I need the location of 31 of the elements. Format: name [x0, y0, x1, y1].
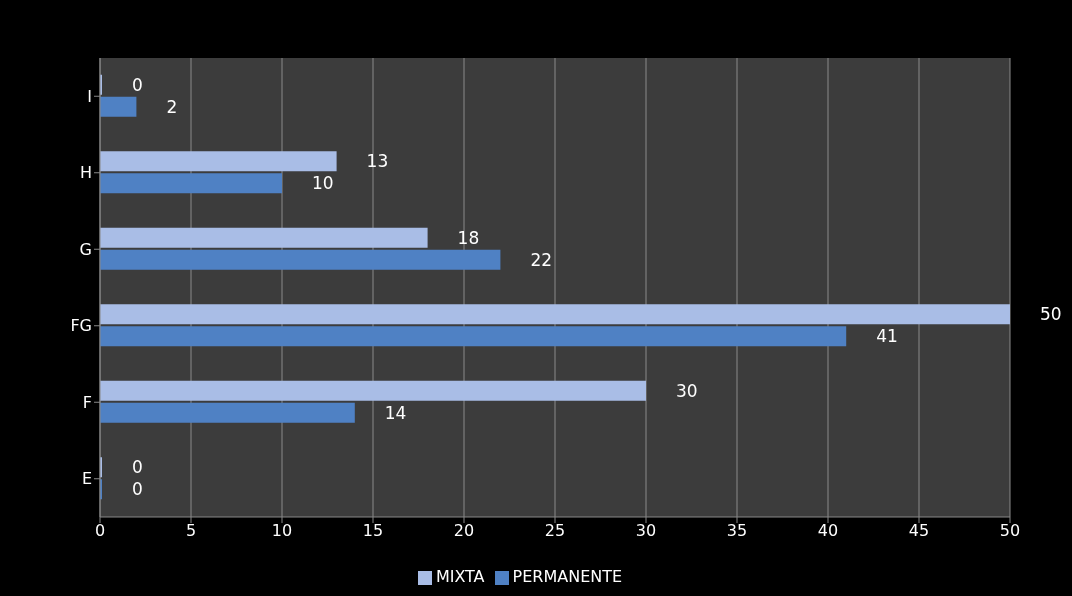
- x-tick-label: 10: [271, 521, 293, 541]
- x-tick-label: 45: [908, 521, 930, 541]
- legend-label: PERMANENTE: [512, 567, 623, 586]
- data-label: 0: [132, 479, 143, 500]
- y-tick-label: FG: [70, 316, 92, 336]
- data-label: 13: [366, 151, 389, 172]
- data-label: 0: [132, 74, 143, 95]
- data-label: 30: [676, 380, 698, 401]
- y-tick-label: G: [79, 239, 92, 259]
- data-label: 50: [1040, 304, 1062, 325]
- x-tick-label: 30: [635, 521, 657, 541]
- data-label: 14: [384, 402, 407, 423]
- x-tick-label: 5: [185, 521, 197, 541]
- data-label: 10: [312, 173, 334, 194]
- data-label: 41: [876, 326, 898, 347]
- x-tick-label: 40: [817, 521, 839, 541]
- x-tick-label: 50: [999, 521, 1021, 541]
- legend-label: MIXTA: [435, 567, 485, 586]
- data-label: 18: [457, 227, 480, 248]
- x-tick-label: 25: [544, 521, 566, 541]
- y-tick-label: E: [81, 469, 92, 489]
- x-tick-label: 35: [726, 521, 748, 541]
- y-tick-label: I: [87, 86, 92, 106]
- data-label: 2: [166, 96, 178, 117]
- x-tick-label: 0: [94, 521, 106, 541]
- x-tick-label: 20: [453, 521, 475, 541]
- data-label: 22: [530, 249, 553, 270]
- x-tick-label: 15: [362, 521, 384, 541]
- data-label: 0: [132, 457, 143, 478]
- y-tick-label: H: [79, 163, 92, 183]
- y-tick-label: F: [82, 392, 92, 412]
